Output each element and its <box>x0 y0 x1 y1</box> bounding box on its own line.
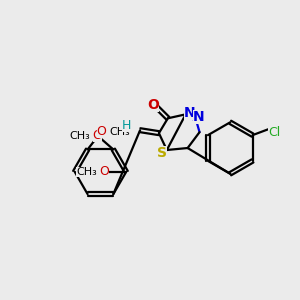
Text: O: O <box>147 98 159 112</box>
Text: H: H <box>122 119 131 132</box>
Text: O: O <box>93 129 102 142</box>
Text: O: O <box>97 125 106 138</box>
Text: O: O <box>100 165 110 178</box>
Text: Cl: Cl <box>268 126 280 139</box>
Text: CH₃: CH₃ <box>76 167 97 177</box>
Text: CH₃: CH₃ <box>109 127 130 137</box>
Text: S: S <box>157 146 167 160</box>
Text: CH₃: CH₃ <box>69 130 90 141</box>
Text: N: N <box>184 106 195 120</box>
Text: N: N <box>193 110 204 124</box>
